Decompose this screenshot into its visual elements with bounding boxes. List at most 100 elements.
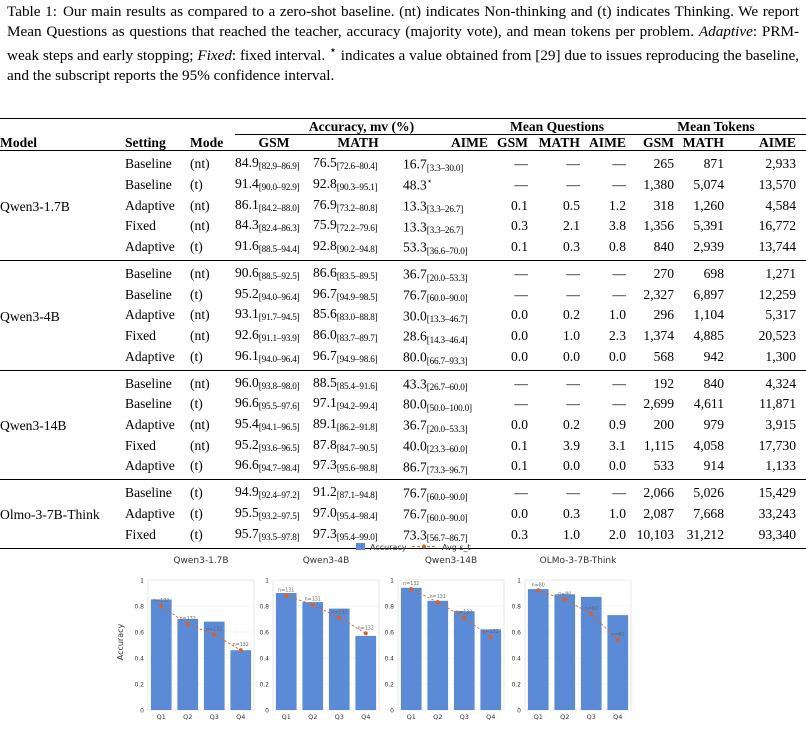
accuracy-aime-value: 30.0 [403,308,427,324]
accuracy-gsm-value: 84.3 [235,217,259,233]
t-gsm-value: 270 [653,265,674,281]
mode-cell: (nt) [190,416,210,432]
q-math-value: 0.2 [563,416,580,432]
t-math-value: 871 [703,156,724,172]
confidence-interval: [87.1–94.8] [336,490,378,501]
q-math-value: — [566,396,580,412]
table-row: Baseline (t) 91.4[90.0–92.9] 92.8[90.3–95.1… [0,174,806,195]
setting-cell: Adaptive [125,416,175,432]
setting-cell: Baseline [125,286,172,302]
accuracy-math-value: 92.8 [313,238,337,254]
col-header-model: Model [0,134,37,150]
caption-fixed-label: Fixed [197,47,232,65]
t-math-value: 4,611 [693,396,724,412]
x-tick-label: Q1 [407,713,416,721]
table-row: Adaptive (nt) 93.1[91.7–94.5] 85.6[83.0–88.… [0,305,806,326]
accuracy-aime-value: 43.3 [403,376,427,392]
accuracy-aime-value: 76.7 [403,287,427,303]
confidence-interval: [50.0–100.0] [426,403,472,414]
confidence-interval: [82.9–86.9] [258,161,300,172]
confidence-interval: [86.2–91.8] [336,421,378,432]
confidence-interval: [94.0–96.4] [258,291,300,302]
q-gsm-value: — [514,375,528,391]
q-math-value: 0.3 [563,239,580,255]
accuracy-math-value: 97.0 [313,504,337,520]
accuracy-math-value: 75.9 [313,217,337,233]
accuracy-aime-value: 13.3 [403,198,427,214]
model-name: Qwen3-4B [0,308,60,324]
col-header-q-aime: AIME [588,135,626,151]
table-caption: Table 1: Our main results as compared to … [7,2,799,85]
q-math-value: — [566,485,580,501]
t-aime-value: 4,584 [765,197,796,213]
y-tick-label: 0 [390,708,394,715]
q-gsm-value: — [514,286,528,302]
n-label: n=80 [558,592,571,598]
accuracy-gsm-value: 94.9 [235,484,259,500]
x-tick-label: Q1 [534,713,543,721]
confidence-interval: [95.5–97.6] [258,401,300,412]
avg-st-point [589,611,594,616]
confidence-interval: [94.2–99.4] [336,401,378,412]
q-aime-value: — [612,485,626,501]
confidence-interval: [91.7–94.5] [258,312,300,323]
accuracy-aime-value: 36.7 [403,417,427,433]
t-gsm-value: 840 [653,239,674,255]
setting-cell: Adaptive [125,197,175,213]
accuracy-gsm-value: 91.4 [235,175,259,191]
accuracy-aime-value: 80.0 [403,349,427,365]
accuracy-gsm-value: 90.6 [235,264,259,280]
t-gsm-value: 265 [653,156,674,172]
accuracy-math-value: 86.0 [313,327,337,343]
accuracy-bar [580,596,602,710]
caption-text: indicates a value obtained from [29] due… [7,47,800,84]
n-label: n=132 [331,610,347,616]
caption-text: : fixed interval. [231,47,329,65]
confidence-interval: [3.3–26.7] [426,225,464,236]
t-aime-value: 1,133 [765,458,796,474]
mode-cell: (t) [190,176,203,192]
t-aime-value: 4,324 [765,375,796,391]
avg-st-point [310,602,315,607]
x-tick-label: Q2 [308,713,317,721]
setting-cell: Adaptive [125,505,175,521]
col-header-t-aime: AIME [758,135,796,151]
accuracy-gsm-value: 95.2 [235,436,259,452]
y-tick-label: 0.2 [259,682,269,689]
t-math-value: 4,058 [693,437,724,453]
q-aime-value: 1.0 [609,505,626,521]
q-aime-value: — [612,286,626,302]
t-gsm-value: 2,327 [643,286,674,302]
accuracy-aime-value: 76.7 [403,485,427,501]
setting-cell: Adaptive [125,307,175,323]
confidence-interval: [26.7–60.0] [426,382,468,393]
t-aime-value: 33,243 [758,505,796,521]
n-label: n=132 [180,616,196,622]
mode-cell: (nt) [190,307,210,323]
confidence-interval: [94.0–96.4] [258,353,300,364]
y-tick-label: 0.6 [259,630,269,637]
y-tick-label: 0.8 [134,604,144,611]
accuracy-gsm-value: 95.7 [235,525,259,541]
avg-st-point [238,648,243,653]
accuracy-gsm-value: 95.4 [235,415,259,431]
x-tick-label: Q3 [587,713,596,721]
accuracy-bar [607,615,629,710]
x-tick-label: Q1 [157,713,166,721]
table-row: Adaptive (t) 95.5[93.2–97.5] 97.0[95.4–98.4… [0,503,806,524]
avg-st-point [562,597,567,602]
mode-cell: (t) [190,286,203,302]
x-tick-label: Q4 [236,713,245,721]
accuracy-gsm-value: 96.6 [235,457,259,473]
confidence-interval: [94.1–96.5] [258,421,300,432]
accuracy-aime-value: 80.0 [403,397,427,413]
confidence-interval: [36.6–70.0] [426,245,468,256]
setting-cell: Fixed [125,328,156,344]
setting-cell: Adaptive [125,348,175,364]
col-header-acc-aime: AIME [450,135,488,151]
setting-cell: Adaptive [125,239,175,255]
caption-text: : PRM-weak steps and early stopping; [7,22,800,65]
x-tick-label: Q3 [210,713,219,721]
x-tick-label: Q2 [433,713,442,721]
avg-st-point [284,593,289,598]
